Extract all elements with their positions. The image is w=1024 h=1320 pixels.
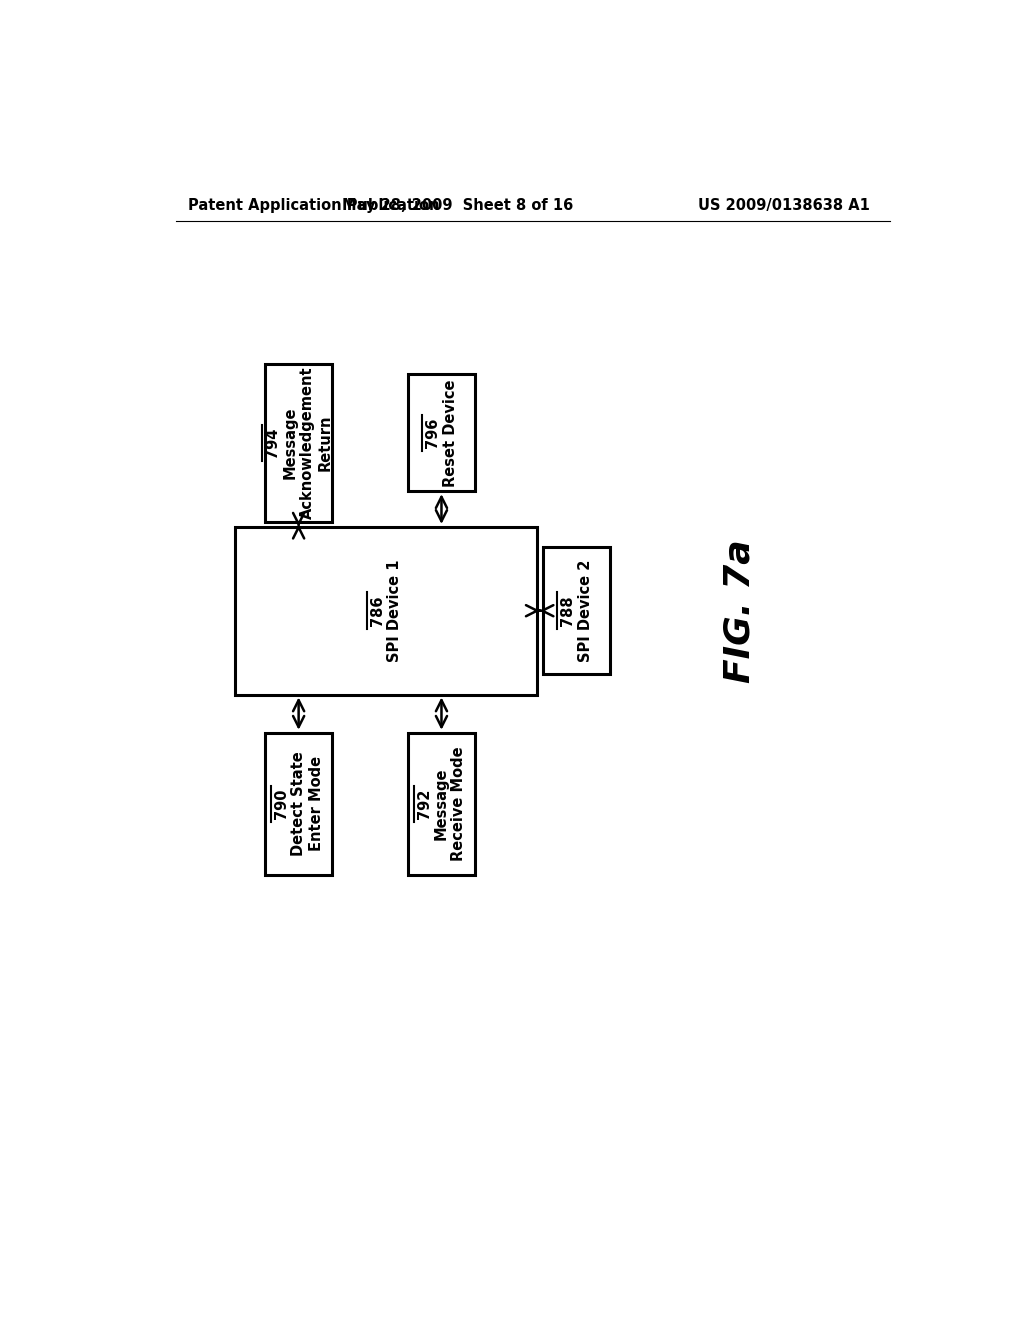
- Text: SPI Device 1: SPI Device 1: [387, 560, 402, 661]
- Bar: [236, 527, 537, 694]
- Text: May 28, 2009  Sheet 8 of 16: May 28, 2009 Sheet 8 of 16: [342, 198, 573, 213]
- Text: SPI Device 2: SPI Device 2: [578, 560, 593, 661]
- Text: Enter Mode: Enter Mode: [308, 756, 324, 851]
- Text: Message: Message: [283, 407, 297, 479]
- Bar: [543, 548, 610, 675]
- Text: Acknowledgement: Acknowledgement: [300, 367, 314, 519]
- Bar: [265, 364, 333, 521]
- Text: Patent Application Publication: Patent Application Publication: [187, 198, 439, 213]
- Bar: [408, 375, 475, 491]
- Bar: [408, 733, 475, 875]
- Text: Receive Mode: Receive Mode: [452, 747, 466, 861]
- Text: US 2009/0138638 A1: US 2009/0138638 A1: [698, 198, 870, 213]
- Bar: [265, 733, 333, 875]
- Text: 794: 794: [265, 428, 280, 458]
- Text: 796: 796: [425, 417, 440, 447]
- Text: 788: 788: [560, 595, 575, 626]
- Text: 790: 790: [273, 788, 289, 820]
- Text: Return: Return: [317, 414, 333, 471]
- Text: 792: 792: [417, 788, 431, 818]
- Text: Message: Message: [434, 767, 449, 840]
- Text: FIG. 7a: FIG. 7a: [722, 539, 756, 682]
- Text: Reset Device: Reset Device: [442, 379, 458, 487]
- Text: 786: 786: [370, 595, 385, 626]
- Text: Detect State: Detect State: [291, 751, 306, 857]
